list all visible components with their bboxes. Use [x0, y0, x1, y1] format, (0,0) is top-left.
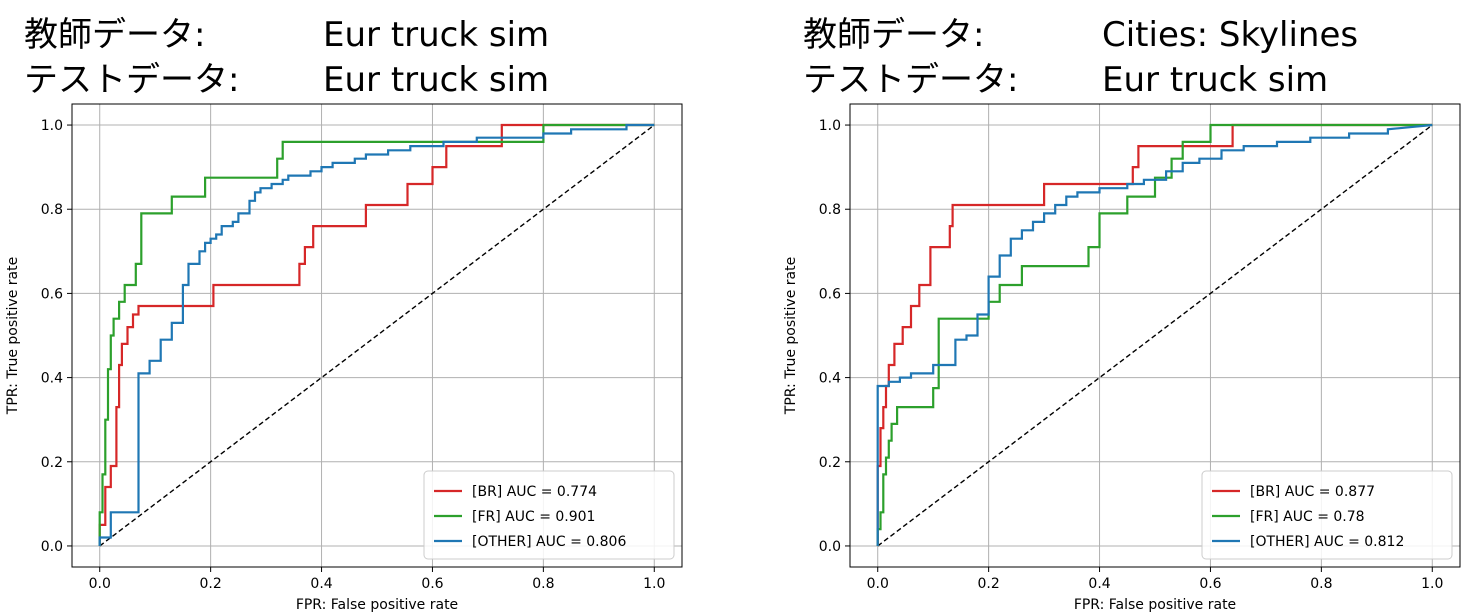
legend: [BR] AUC = 0.774 [FR] AUC = 0.901 [OTHER] … [423, 470, 675, 560]
x-tick-label-5: 1.0 [1421, 576, 1443, 592]
chance-diagonal [877, 124, 1433, 547]
series-line-0 [98, 123, 655, 546]
plot-frame [71, 103, 683, 568]
header-test-value: Eur truck sim [323, 60, 549, 100]
x-tick-label-2: 0.4 [310, 576, 332, 592]
legend-entry-2: [OTHER] AUC = 0.806 [472, 534, 626, 550]
series-line-2 [98, 123, 655, 546]
series-line-1 [98, 123, 655, 546]
header-train-label: 教師データ: [803, 15, 984, 55]
y-tick-label-2: 0.4 [819, 371, 841, 387]
y-tick-label-3: 0.6 [41, 286, 63, 302]
x-tick-label-3: 0.6 [1199, 576, 1221, 592]
series-line-1 [876, 123, 1433, 546]
header-test-label: テストデータ: [803, 60, 1018, 100]
y-tick-label-5: 1.0 [819, 118, 841, 134]
series-line-2 [876, 123, 1433, 546]
y-tick-label-4: 0.8 [819, 202, 841, 218]
x-tick-label-1: 0.2 [200, 576, 222, 592]
header-test-value: Eur truck sim [1102, 60, 1328, 100]
chart-2: 教師データ: Cities: Skylines テストデータ: Eur truck s… [783, 15, 1461, 613]
y-axis-label: TPR: True positive rate [5, 257, 21, 415]
chart-1: 教師データ: Eur truck sim テストデータ: Eur truck sim 0… [5, 15, 683, 613]
x-axis-label: FPR: False positive rate [296, 597, 458, 613]
x-tick-label-3: 0.6 [421, 576, 443, 592]
y-axis-label: TPR: True positive rate [783, 257, 799, 415]
legend-entry-0: [BR] AUC = 0.877 [1250, 484, 1375, 500]
chance-diagonal [99, 124, 655, 547]
legend-entry-0: [BR] AUC = 0.774 [472, 484, 597, 500]
y-tick-label-1: 0.2 [819, 455, 841, 471]
y-tick-label-0: 0.0 [819, 539, 841, 555]
y-tick-label-2: 0.4 [41, 371, 63, 387]
x-tick-label-2: 0.4 [1088, 576, 1110, 592]
header-train-value: Eur truck sim [323, 15, 549, 55]
x-axis-label: FPR: False positive rate [1074, 597, 1236, 613]
legend: [BR] AUC = 0.877 [FR] AUC = 0.78 [OTHER] A… [1201, 470, 1453, 560]
x-tick-label-5: 1.0 [643, 576, 665, 592]
plot-frame [849, 103, 1461, 568]
x-tick-label-4: 0.8 [532, 576, 554, 592]
series-line-0 [876, 123, 1433, 546]
y-tick-label-4: 0.8 [41, 202, 63, 218]
x-tick-label-0: 0.0 [89, 576, 111, 592]
x-tick-label-1: 0.2 [978, 576, 1000, 592]
x-tick-label-0: 0.0 [867, 576, 889, 592]
header-test-label: テストデータ: [24, 60, 239, 100]
y-tick-label-5: 1.0 [41, 118, 63, 134]
y-tick-label-3: 0.6 [819, 286, 841, 302]
y-tick-label-0: 0.0 [41, 539, 63, 555]
legend-entry-2: [OTHER] AUC = 0.812 [1250, 534, 1404, 550]
legend-box [1201, 470, 1453, 560]
legend-box [423, 470, 675, 560]
x-tick-label-4: 0.8 [1310, 576, 1332, 592]
header-train-value: Cities: Skylines [1102, 15, 1358, 55]
y-tick-label-1: 0.2 [41, 455, 63, 471]
legend-entry-1: [FR] AUC = 0.78 [1250, 509, 1365, 525]
header-train-label: 教師データ: [24, 15, 205, 55]
legend-entry-1: [FR] AUC = 0.901 [472, 509, 595, 525]
